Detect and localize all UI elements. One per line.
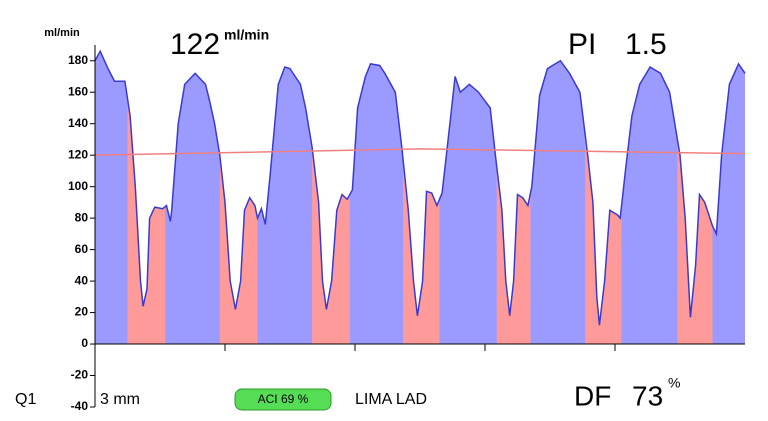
- diastole-area: [312, 147, 350, 345]
- y-tick-label: 80: [75, 210, 89, 224]
- mean-line: [94, 148, 746, 156]
- diastole-area: [127, 98, 166, 345]
- y-tick-label: 40: [75, 273, 89, 287]
- vessel: LIMA LAD: [355, 391, 427, 408]
- y-axis-label: ml/min: [44, 27, 80, 39]
- probe: Q1: [15, 391, 36, 408]
- y-tick-label: 0: [81, 336, 88, 350]
- diastole-area: [496, 166, 531, 345]
- pi-label: PI: [568, 28, 596, 61]
- y-tick-label: 100: [68, 179, 88, 193]
- df-unit: %: [668, 375, 680, 391]
- diastole-area: [403, 159, 440, 345]
- y-tick-label: 120: [68, 147, 88, 161]
- flow-line: [94, 49, 746, 326]
- df-value: 73: [632, 380, 663, 411]
- diastole-area: [677, 139, 713, 345]
- y-tick-label: 140: [68, 116, 88, 130]
- aci: ACI 69 %: [258, 392, 309, 406]
- y-tick-label: 60: [75, 242, 89, 256]
- mean-flow: 122: [170, 28, 220, 61]
- aci-badge: [234, 388, 332, 411]
- probe-size: 3 mm: [100, 391, 140, 408]
- df-label: DF: [574, 380, 611, 411]
- y-tick-label: 180: [68, 53, 88, 67]
- pi-value: 1.5: [625, 28, 667, 61]
- y-tick-label: -40: [71, 399, 89, 413]
- y-tick-label: 160: [68, 84, 88, 98]
- y-tick-label: 20: [75, 305, 89, 319]
- mean-flow-unit: ml/min: [224, 27, 269, 43]
- y-tick-label: -20: [71, 368, 89, 382]
- diastole-area: [585, 134, 622, 345]
